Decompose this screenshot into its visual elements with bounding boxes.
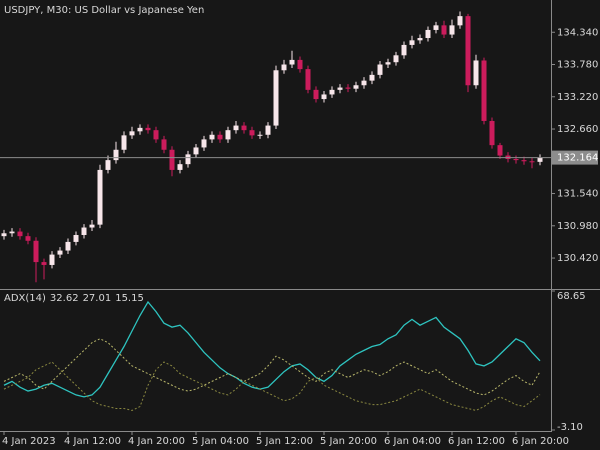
x-tick-label: 6 Jan 04:00 [384, 436, 441, 447]
candle-body [249, 130, 255, 136]
candle-body [81, 227, 87, 236]
candle-body [385, 62, 391, 65]
candle-body [521, 160, 527, 162]
candle-body [321, 94, 327, 100]
candle-body [241, 125, 247, 131]
candle-body [529, 161, 535, 163]
candle-body [361, 80, 367, 86]
candle-body [441, 25, 447, 35]
y-tick-label: 132.660 [557, 124, 598, 135]
candle-body [417, 38, 423, 41]
indicator-line [3, 300, 541, 398]
candle-body [217, 134, 223, 140]
x-tick-label: 4 Jan 12:00 [64, 436, 121, 447]
candle-body [353, 85, 359, 89]
candle-body [449, 25, 455, 35]
y-tick-label: -3.10 [557, 422, 583, 433]
x-tick-label: 6 Jan 12:00 [448, 436, 505, 447]
candle-body [409, 40, 415, 45]
y-tick-label: 134.340 [557, 27, 598, 38]
y-tick-label: 130.980 [557, 221, 598, 232]
candle-body [305, 69, 311, 90]
indicator-name: ADX(14) [4, 293, 46, 304]
y-tick-label: 130.420 [557, 253, 598, 264]
y-tick-label: 133.220 [557, 92, 598, 103]
indicator-value: 27.01 [83, 293, 112, 304]
candle-body [457, 16, 463, 26]
candle-body [329, 89, 335, 95]
candle-body [425, 29, 431, 39]
candle-body [209, 134, 215, 140]
y-tick-label: 131.540 [557, 189, 598, 200]
x-tick-label: 4 Jan 20:00 [128, 436, 185, 447]
candle-body [121, 135, 127, 150]
candle-body [225, 130, 231, 140]
indicator-line [3, 361, 541, 411]
candle-body [473, 60, 479, 86]
y-tick-label: 133.780 [557, 60, 598, 71]
candle-body [193, 147, 199, 155]
x-tick-label: 5 Jan 04:00 [192, 436, 249, 447]
candle-body [401, 44, 407, 56]
candle-body [481, 60, 487, 121]
candle-body [145, 127, 151, 131]
candle-body [73, 235, 79, 242]
candle-body [41, 262, 47, 265]
candle-body [289, 59, 295, 65]
candle-body [1, 233, 7, 237]
candle-body [17, 231, 23, 237]
candle-body [345, 87, 351, 89]
candle-body [513, 158, 519, 161]
candle-body [105, 160, 111, 170]
candle-body [233, 125, 239, 131]
chart-header: USDJPY, M30: US Dollar vs Japanese Yen [4, 5, 204, 16]
candle-body [185, 154, 191, 165]
candle-body [9, 231, 15, 234]
candle-body [129, 131, 135, 136]
candle-body [497, 145, 503, 156]
candle-body [65, 241, 71, 251]
candle-body [169, 149, 175, 170]
indicator-value: 15.15 [115, 293, 144, 304]
candle-body [97, 169, 103, 225]
candle-body [257, 134, 263, 136]
candle-body [177, 164, 183, 170]
candle-body [281, 64, 287, 71]
candle-body [89, 224, 95, 228]
candle-body [489, 120, 495, 146]
x-tick-label: 4 Jan 2023 [2, 436, 56, 447]
y-tick-label: 68.65 [557, 291, 586, 302]
candle-body [153, 130, 159, 140]
indicator-header: ADX(14) 32.62 27.01 15.15 [4, 293, 144, 304]
candle-body [273, 70, 279, 126]
candle-body [33, 240, 39, 263]
candle-body [369, 74, 375, 81]
candle-body [297, 59, 303, 70]
candle-body [537, 157, 543, 162]
last-price-label: 132.164 [557, 153, 598, 164]
candle-body [433, 25, 439, 30]
candle-body [377, 64, 383, 75]
candle-body [337, 87, 343, 90]
candle-body [25, 236, 31, 241]
x-tick-label: 6 Jan 20:00 [512, 436, 569, 447]
x-tick-label: 5 Jan 12:00 [256, 436, 313, 447]
candle-body [265, 125, 271, 135]
x-tick-label: 5 Jan 20:00 [320, 436, 377, 447]
candle-body [201, 139, 207, 148]
candle-body [49, 254, 55, 265]
indicator-value: 32.62 [50, 293, 79, 304]
candle-body [57, 250, 63, 255]
candle-body [161, 139, 167, 150]
candle-body [465, 16, 471, 86]
last-price-box [552, 150, 598, 165]
candle-body [393, 55, 399, 63]
candle-body [137, 127, 143, 132]
candle-body [113, 149, 119, 161]
candle-body [313, 89, 319, 100]
